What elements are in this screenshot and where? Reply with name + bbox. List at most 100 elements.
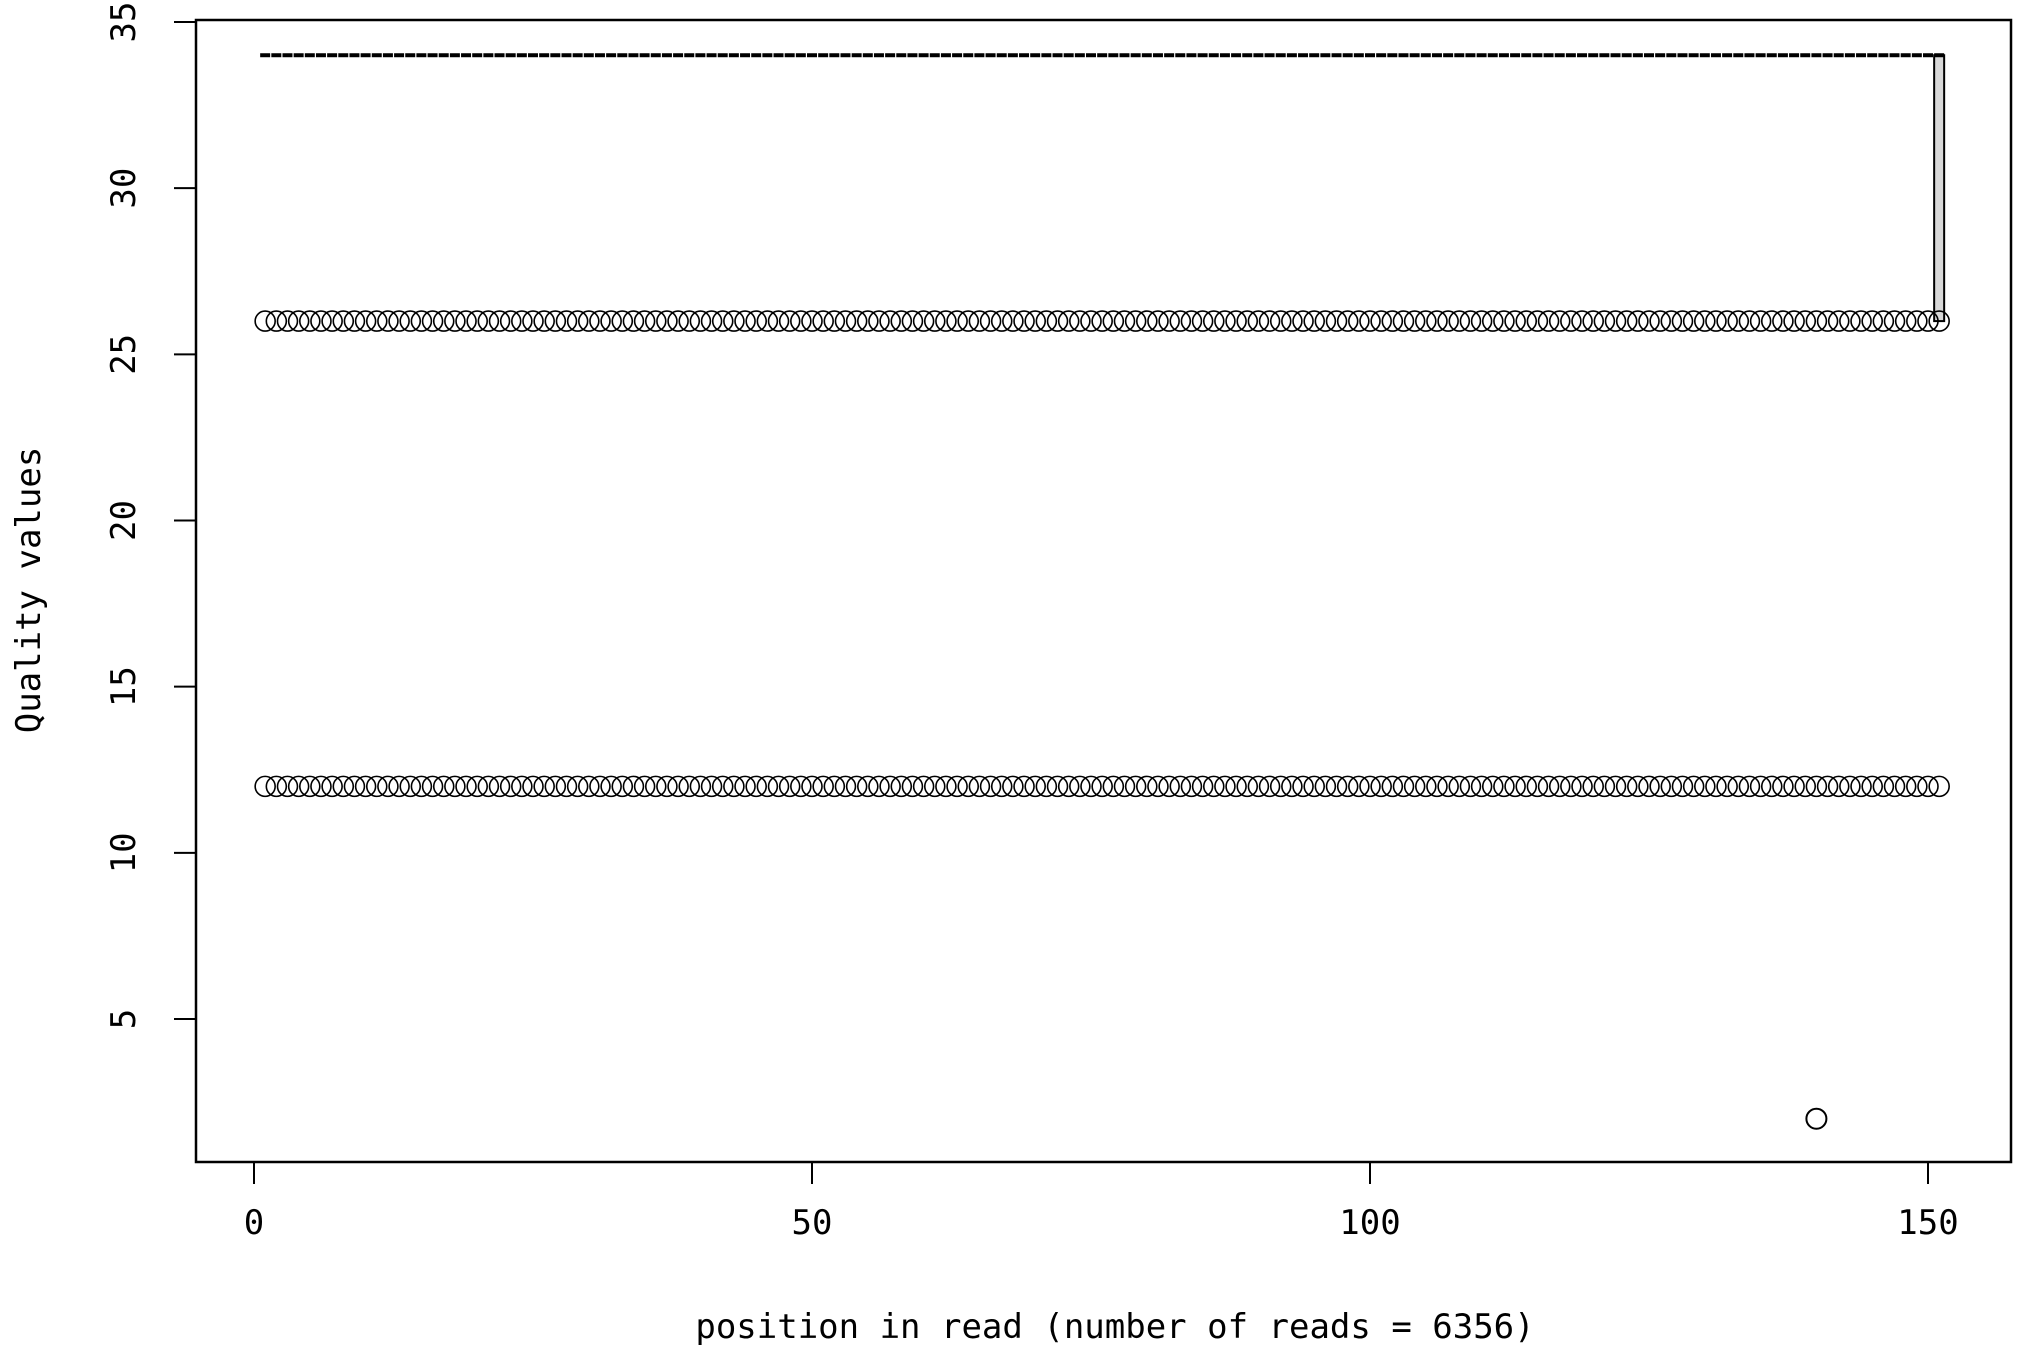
series-2-point	[1839, 775, 1861, 798]
series-1-point	[1202, 310, 1225, 332]
series-1-point	[1448, 310, 1471, 332]
series-1-point	[689, 310, 712, 332]
series-2-point	[1459, 775, 1482, 798]
series-2-point	[343, 775, 366, 798]
y-tick-label: 20	[104, 500, 144, 541]
series-2-point	[957, 775, 980, 798]
series-2-point	[1024, 775, 1046, 798]
series-1-point	[1024, 310, 1046, 332]
series-2-point	[1247, 775, 1270, 798]
series-2-point	[444, 775, 466, 798]
series-2-point	[577, 775, 600, 798]
series-2-point	[1292, 775, 1314, 798]
series-1-point	[544, 310, 567, 332]
series-1-point	[1370, 310, 1392, 332]
series-2-point	[1850, 775, 1872, 798]
series-2-point	[1359, 775, 1381, 798]
series-1-point	[1113, 310, 1136, 332]
series-2-point	[633, 775, 656, 798]
series-2-point	[734, 775, 756, 798]
x-axis: 0 50 100 150	[244, 1161, 1959, 1243]
series-1-point	[1928, 310, 1950, 332]
series-2-point	[1615, 775, 1638, 798]
series-2-point	[935, 775, 957, 798]
series-2-point	[1136, 775, 1158, 798]
series-1-point	[332, 310, 355, 332]
series-1-point	[1359, 310, 1381, 332]
series-2-point	[388, 775, 410, 798]
series-2-point	[745, 775, 768, 798]
series-1-point	[778, 310, 801, 332]
series-2-point	[1013, 775, 1035, 798]
series-2-point	[1861, 775, 1883, 798]
series-2-point	[1002, 775, 1024, 798]
series-2-point	[1348, 775, 1370, 798]
series-2-point	[1727, 775, 1750, 798]
series-1-point	[1850, 310, 1872, 332]
series-2-point	[656, 775, 678, 798]
series-1-point	[1716, 310, 1738, 332]
series-2-point	[1225, 775, 1247, 798]
series-2-point	[1392, 775, 1415, 798]
series-2-point	[1694, 775, 1716, 798]
series-1-point	[1102, 310, 1125, 332]
series-2-point	[1403, 775, 1426, 798]
series-1-point	[1392, 310, 1415, 332]
series-2-point	[254, 775, 276, 798]
series-2-point	[1794, 775, 1817, 798]
series-2-point	[1593, 775, 1616, 798]
series-2-point	[287, 775, 310, 798]
series-2-point	[622, 775, 645, 798]
series-1-point	[656, 310, 678, 332]
series-2-point	[1660, 775, 1683, 798]
series-1-point	[343, 310, 366, 332]
series-1-point	[1403, 310, 1426, 332]
series-1-point	[600, 310, 622, 332]
series-2-point	[990, 775, 1013, 798]
series-2-point	[912, 775, 935, 798]
series-2-point	[1448, 775, 1471, 798]
series-2-point	[1917, 775, 1939, 798]
series-2-point	[477, 775, 500, 798]
series-1-point	[511, 310, 533, 332]
series-2-point	[310, 775, 332, 798]
series-1-point	[901, 310, 924, 332]
y-axis-label: Quality values	[9, 447, 49, 734]
series-2-point	[1560, 775, 1582, 798]
series-2-point	[812, 775, 834, 798]
series-1-point	[1537, 310, 1560, 332]
series-1-point	[1627, 310, 1649, 332]
series-1-point	[1325, 310, 1348, 332]
series-1-point	[1504, 310, 1526, 332]
series-1-point	[823, 310, 846, 332]
series-2-point	[801, 775, 823, 798]
series-2-point	[946, 775, 968, 798]
series-1-point	[1191, 310, 1214, 332]
series-1-point	[1760, 310, 1783, 332]
series-1-point	[1147, 310, 1169, 332]
x-tick-label: 0	[244, 1203, 264, 1243]
series-1-point	[1705, 310, 1727, 332]
series-1-point	[1727, 310, 1750, 332]
series-2-point	[1080, 775, 1102, 798]
series-1-point	[1080, 310, 1102, 332]
series-1-point	[845, 310, 868, 332]
series-1-point	[1437, 310, 1459, 332]
series-1-point	[1225, 310, 1247, 332]
series-2-point	[1035, 775, 1058, 798]
series-2-point	[979, 775, 1002, 798]
series-2-point	[1604, 775, 1627, 798]
series-1-point	[700, 310, 723, 332]
series-1-point	[801, 310, 823, 332]
series-1-point	[377, 310, 399, 332]
series-1-point	[912, 310, 935, 332]
series-1-point	[1180, 310, 1203, 332]
series-2-point	[1236, 775, 1259, 798]
series-1-point	[611, 310, 634, 332]
series-1-point	[1292, 310, 1314, 332]
series-2-point	[644, 775, 667, 798]
series-1-point	[1604, 310, 1627, 332]
series-2-point	[756, 775, 779, 798]
series-1-point	[1615, 310, 1638, 332]
